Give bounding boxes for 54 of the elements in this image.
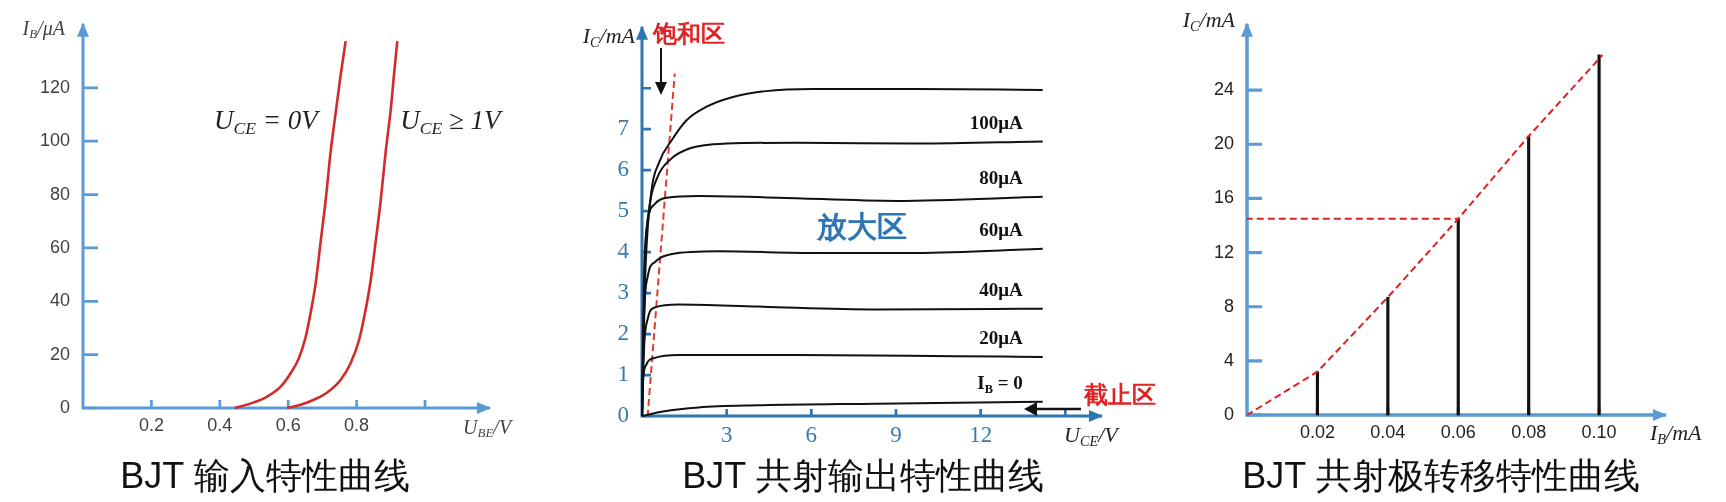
y-tick-label: 0 [59,396,70,417]
y-tick-label: 6 [617,156,629,182]
annotation: 放大区 [817,208,907,245]
y-axis-title: I$_{C}$/mA [1182,7,1235,35]
series-label: 40μA [979,278,1023,301]
y-tick-label: 5 [617,197,629,223]
series-label: 20μA [979,327,1023,349]
series-label: 100μA [969,111,1023,134]
x-tick-label: 0.8 [344,414,370,435]
annotation: 饱和区 [653,19,725,49]
x-tick-label: 0.02 [1299,421,1335,442]
x-tick-label: 0.04 [1370,421,1406,442]
y-tick-label: 60 [49,236,70,257]
y-tick-label: 24 [1213,79,1234,100]
series-label: 80μA [979,166,1023,189]
series-label: 60μA [979,218,1023,241]
x-tick-label: 0.10 [1581,421,1617,442]
x-tick-label: 0.2 [138,414,164,435]
text: BJT 共射极转移特性曲线 [1242,455,1640,496]
y-tick-label: 8 [1223,295,1234,316]
x-tick-label: 9 [890,421,902,447]
y-axis-title: I$_{B}$/μA [22,16,65,42]
x-tick-label: 3 [720,421,733,447]
y-tick-label: 0 [617,402,629,428]
x-tick-label: 0.6 [275,414,301,435]
y-tick-label: 20 [1213,133,1234,154]
y-tick-label: 4 [1223,349,1234,370]
x-tick-label: 12 [969,421,993,447]
y-tick-label: 1 [617,361,629,387]
y-axis-title: I$_{C}$/mA [582,23,635,51]
y-tick-label: 2 [617,320,629,346]
text: BJT 输入特性曲线 [120,455,410,496]
x-axis-title: U$_{CE}$/V [1064,422,1118,450]
y-tick-label: 7 [617,115,629,141]
x-axis-title: I$_{B}$/mA [1650,420,1702,448]
x-axis-title: U$_{BE}$/V [463,415,512,441]
y-tick-label: 0 [1223,403,1234,424]
y-tick-label: 16 [1213,187,1234,208]
y-tick-label: 80 [49,183,70,204]
y-tick-label: 40 [49,290,70,311]
x-tick-label: 0.06 [1440,421,1476,442]
x-tick-label: 0.4 [207,414,233,435]
y-tick-label: 4 [617,238,630,264]
y-tick-label: 12 [1213,241,1234,262]
y-tick-label: 20 [49,343,70,364]
annotation: 截止区 [1084,380,1156,410]
y-tick-label: 3 [617,279,629,305]
y-tick-label: 120 [39,76,70,97]
x-tick-label: 6 [805,421,818,447]
series-label: U$_{CE}$ ≥ 1V [400,104,501,138]
x-tick-label: 0.08 [1511,421,1547,442]
text: BJT 共射输出特性曲线 [682,455,1044,496]
series-label: I$_{B}$ = 0 [977,371,1023,396]
y-tick-label: 100 [39,130,70,151]
